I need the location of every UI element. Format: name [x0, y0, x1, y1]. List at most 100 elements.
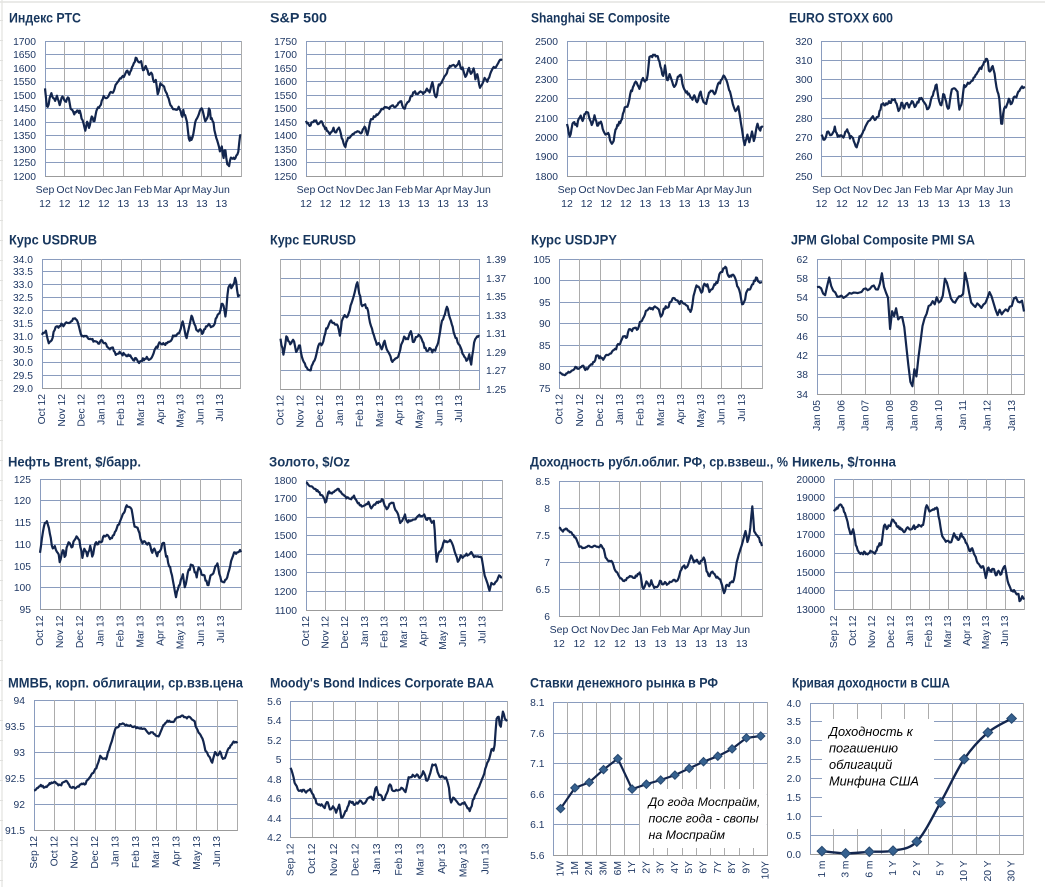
svg-text:5.2: 5.2	[267, 736, 282, 747]
svg-text:0.0: 0.0	[787, 850, 802, 861]
svg-text:Apr 13: Apr 13	[962, 615, 973, 646]
svg-text:Jan 05: Jan 05	[812, 400, 823, 431]
svg-text:1 m: 1 m	[817, 861, 828, 878]
svg-text:May 13: May 13	[696, 394, 707, 428]
svg-text:Dec: Dec	[355, 184, 374, 196]
svg-text:10Y: 10Y	[761, 861, 772, 879]
svg-text:13: 13	[679, 198, 691, 210]
svg-text:12: 12	[339, 198, 351, 210]
svg-text:Oct 12: Oct 12	[37, 394, 48, 425]
svg-text:1200: 1200	[274, 587, 297, 598]
svg-text:13: 13	[216, 198, 228, 210]
svg-text:1 Y: 1 Y	[888, 860, 899, 875]
svg-text:Dec 12: Dec 12	[595, 394, 606, 427]
svg-text:Apr: Apr	[696, 184, 713, 196]
svg-text:2100: 2100	[535, 114, 558, 125]
svg-text:13: 13	[917, 198, 929, 210]
svg-text:Доходность рубл.облиг. РФ, ср.: Доходность рубл.облиг. РФ, ср.взвеш., %	[530, 454, 788, 470]
svg-text:1350: 1350	[274, 145, 297, 156]
svg-text:15000: 15000	[796, 568, 825, 579]
svg-text:May: May	[711, 624, 732, 636]
svg-text:1400: 1400	[274, 131, 297, 142]
svg-text:на Моспрайм: на Моспрайм	[649, 828, 726, 842]
svg-text:Sep 12: Sep 12	[286, 843, 297, 876]
svg-text:1700: 1700	[274, 50, 297, 61]
svg-text:May: May	[974, 184, 995, 196]
svg-text:1550: 1550	[13, 77, 36, 88]
svg-text:S&P 500: S&P 500	[270, 10, 327, 26]
svg-text:2200: 2200	[535, 94, 558, 105]
svg-text:Jun: Jun	[996, 184, 1013, 196]
svg-text:May 13: May 13	[438, 616, 449, 650]
svg-text:13: 13	[938, 198, 950, 210]
svg-text:12: 12	[877, 198, 889, 210]
svg-text:5Y: 5Y	[684, 861, 695, 874]
svg-text:1.27: 1.27	[486, 366, 506, 377]
svg-text:16000: 16000	[796, 549, 825, 560]
svg-text:Jun 13: Jun 13	[212, 836, 223, 867]
svg-text:4.4: 4.4	[267, 814, 282, 825]
svg-text:5.6: 5.6	[530, 851, 545, 862]
svg-text:4.6: 4.6	[267, 794, 282, 805]
svg-text:Feb 13: Feb 13	[924, 615, 935, 647]
svg-text:Jun 13: Jun 13	[1000, 615, 1011, 646]
svg-text:Oct: Oct	[578, 184, 594, 196]
svg-text:12: 12	[78, 198, 90, 210]
svg-text:13: 13	[716, 638, 728, 650]
svg-text:20000: 20000	[796, 475, 825, 486]
svg-text:1500: 1500	[274, 104, 297, 115]
svg-text:Dec 12: Dec 12	[90, 836, 101, 869]
svg-text:Mar 13: Mar 13	[943, 615, 954, 647]
svg-text:0.5: 0.5	[787, 831, 802, 842]
svg-text:12: 12	[59, 198, 71, 210]
svg-text:Mar: Mar	[676, 184, 695, 196]
svg-text:12: 12	[600, 198, 612, 210]
svg-text:Jan: Jan	[894, 184, 911, 196]
svg-text:Apr: Apr	[956, 184, 973, 196]
svg-text:13: 13	[418, 198, 430, 210]
svg-text:5 Y: 5 Y	[936, 860, 947, 875]
svg-text:92.5: 92.5	[5, 774, 25, 785]
svg-text:1300: 1300	[13, 145, 36, 156]
svg-text:Apr: Apr	[174, 184, 191, 196]
svg-text:Oct: Oct	[834, 184, 850, 196]
svg-text:7Y: 7Y	[713, 861, 724, 874]
svg-text:Jan 09: Jan 09	[909, 400, 920, 431]
svg-text:Sep: Sep	[550, 624, 569, 636]
svg-text:100: 100	[533, 276, 550, 287]
svg-text:13: 13	[897, 198, 909, 210]
svg-text:4.8: 4.8	[267, 775, 282, 786]
svg-text:6.5: 6.5	[536, 585, 551, 596]
svg-text:Jan 07: Jan 07	[861, 400, 872, 431]
svg-text:12: 12	[836, 198, 848, 210]
svg-text:1700: 1700	[274, 494, 297, 505]
svg-text:5.6: 5.6	[267, 697, 282, 708]
svg-text:12: 12	[594, 638, 606, 650]
svg-text:1200: 1200	[13, 172, 36, 183]
svg-text:3 m: 3 m	[841, 861, 852, 878]
svg-text:1.31: 1.31	[486, 329, 506, 340]
svg-text:Nov 12: Nov 12	[295, 395, 306, 428]
svg-text:Feb: Feb	[656, 184, 674, 196]
svg-text:Apr 13: Apr 13	[395, 395, 406, 426]
svg-text:Nov 12: Nov 12	[55, 615, 66, 648]
svg-text:8Y: 8Y	[727, 861, 738, 874]
svg-text:Feb 13: Feb 13	[131, 836, 142, 868]
svg-text:Mar 13: Mar 13	[151, 836, 162, 868]
svg-text:120: 120	[14, 496, 31, 507]
svg-text:Jun: Jun	[733, 624, 750, 636]
svg-text:7.1: 7.1	[530, 759, 545, 770]
svg-text:Feb 13: Feb 13	[394, 843, 405, 875]
svg-text:May 13: May 13	[414, 395, 425, 429]
svg-text:33.0: 33.0	[13, 280, 33, 291]
svg-text:6.6: 6.6	[530, 790, 545, 801]
svg-text:Mar: Mar	[672, 624, 691, 636]
svg-text:1.37: 1.37	[486, 274, 506, 285]
svg-text:1550: 1550	[274, 91, 297, 102]
svg-text:Jun: Jun	[735, 184, 752, 196]
svg-text:JPM Global Composite PMI SA: JPM Global Composite PMI SA	[791, 232, 975, 248]
svg-text:Jul 13: Jul 13	[737, 394, 748, 422]
svg-text:12: 12	[573, 638, 585, 650]
svg-text:Feb 13: Feb 13	[115, 615, 126, 647]
svg-text:May 13: May 13	[459, 843, 470, 877]
